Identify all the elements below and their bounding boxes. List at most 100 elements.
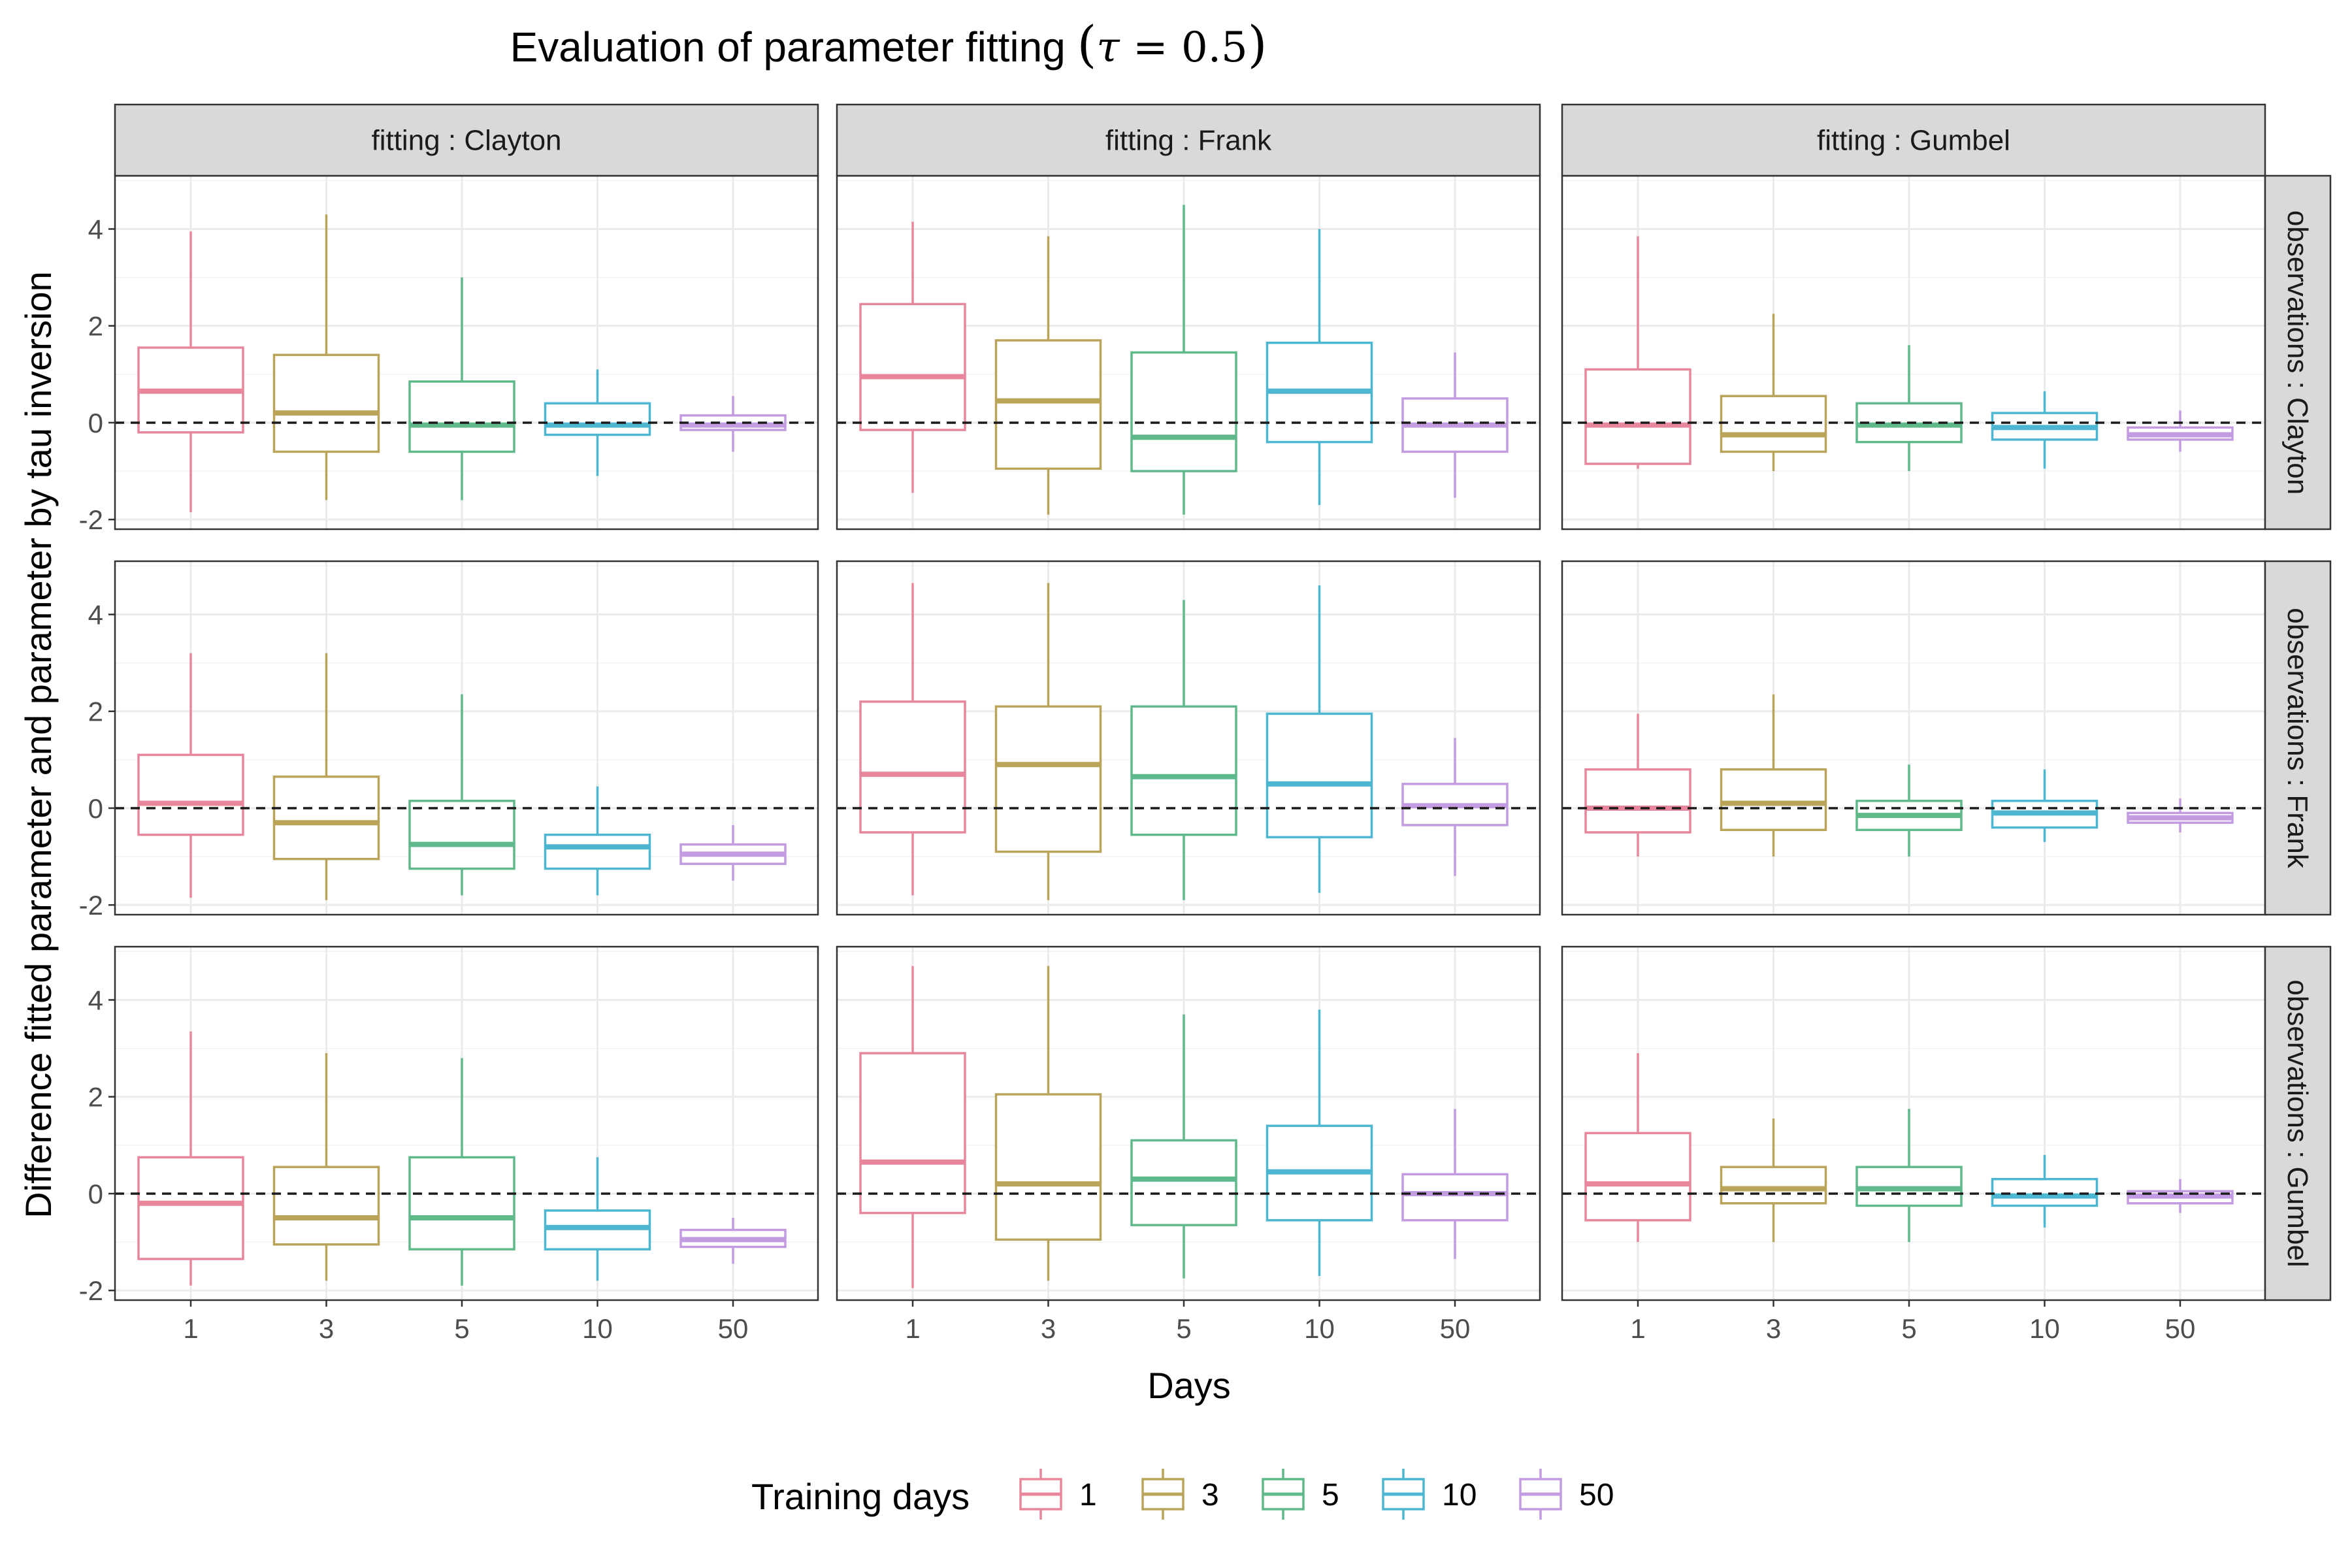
legend-label: 1 (1079, 1478, 1097, 1512)
legend-entry: 3 (1141, 1469, 1219, 1520)
box-iqr (408, 1156, 515, 1250)
box (1584, 1053, 1691, 1243)
x-axis-title: Days (1147, 1365, 1231, 1406)
box-iqr (1584, 368, 1691, 465)
box (859, 221, 966, 493)
box (994, 236, 1102, 515)
x-tick-label: 50 (718, 1313, 749, 1344)
facet-strips: fitting : Clayton fitting : Frank fitting … (114, 103, 2332, 1301)
box-iqr (408, 800, 515, 870)
box (679, 1218, 787, 1264)
box (994, 966, 1102, 1281)
column-strip-label: fitting : Clayton (371, 125, 561, 157)
title-tau: τ (1096, 24, 1120, 72)
box-iqr (859, 1052, 966, 1215)
column-strip (836, 103, 1541, 177)
box (859, 966, 966, 1288)
box-iqr (137, 1156, 244, 1260)
box (2127, 410, 2234, 452)
legend-title: Training days (751, 1476, 970, 1517)
y-tick-label: 2 (88, 696, 103, 727)
box (272, 653, 380, 900)
box-iqr (859, 302, 966, 431)
box-iqr (1720, 1166, 1827, 1205)
panel-background (1562, 561, 2265, 915)
x-tick-label: 3 (319, 1313, 334, 1344)
legend-entry: 5 (1262, 1469, 1339, 1520)
box-iqr (544, 402, 651, 436)
facet-panel (114, 560, 819, 916)
title-prefix: Evaluation of parameter fitting (510, 24, 1077, 71)
row-strip (2264, 945, 2332, 1301)
box-iqr (1991, 1177, 2099, 1207)
box-iqr (1266, 712, 1373, 839)
box-iqr (994, 1093, 1102, 1241)
box (272, 1053, 380, 1281)
box-iqr (1130, 705, 1237, 836)
box (1266, 229, 1373, 505)
legend-label: 50 (1579, 1478, 1614, 1512)
box (408, 694, 515, 896)
facet-panel (114, 174, 819, 531)
column-strip-label: fitting : Gumbel (1817, 125, 2010, 157)
facet-panel (1561, 945, 2266, 1301)
legend: Training days 1 3 5 10 50 (751, 1469, 1614, 1520)
box-iqr (544, 833, 651, 870)
panel-border (114, 945, 819, 1301)
box-iqr (1584, 768, 1691, 834)
box (2127, 798, 2234, 833)
column-strip-label: fitting : Frank (1105, 125, 1272, 157)
x-tick-label: 3 (1041, 1313, 1056, 1344)
title-paren-open: ( (1077, 15, 1097, 73)
box (137, 1031, 244, 1286)
box (1130, 1014, 1237, 1279)
box (1991, 769, 2099, 842)
box (1720, 694, 1827, 857)
box-iqr (272, 776, 380, 860)
box (544, 786, 651, 896)
y-tick-label: -2 (79, 1275, 103, 1306)
y-axis-title: Difference fitted parameter and paramete… (18, 271, 59, 1218)
box-iqr (859, 700, 966, 834)
box (679, 825, 787, 881)
row-strip (2264, 174, 2332, 531)
box-iqr (1720, 768, 1827, 832)
panel-border (836, 560, 1541, 916)
x-tick-label: 10 (2029, 1313, 2060, 1344)
panel-border (114, 560, 819, 916)
legend-entry: 10 (1382, 1469, 1477, 1520)
box (1401, 738, 1509, 876)
box-iqr (1130, 351, 1237, 472)
facet-panel (1561, 560, 2266, 916)
legend-entry: 50 (1519, 1469, 1614, 1520)
column-strip (1561, 103, 2266, 177)
title-eq: = 0.5 (1120, 24, 1248, 72)
box (1130, 600, 1237, 900)
box-iqr (1720, 395, 1827, 453)
x-tick-label: 1 (1630, 1313, 1645, 1344)
x-tick-label: 50 (1440, 1313, 1471, 1344)
x-tick-label: 5 (454, 1313, 469, 1344)
row-strip (2264, 560, 2332, 916)
x-tick-label: 10 (1304, 1313, 1335, 1344)
box-iqr (408, 380, 515, 453)
y-tick-label: 0 (88, 1179, 103, 1209)
x-tick-label: 10 (582, 1313, 613, 1344)
box (408, 277, 515, 500)
y-tick-label: 4 (88, 600, 103, 630)
panels-layer (114, 174, 2266, 1301)
box (994, 583, 1102, 900)
y-tick-label: 2 (88, 311, 103, 342)
x-tick-label: 5 (1901, 1313, 1916, 1344)
x-tick-label: 5 (1176, 1313, 1191, 1344)
column-strip (114, 103, 819, 177)
box (1720, 1119, 1827, 1243)
y-tick-label: 0 (88, 793, 103, 824)
box-iqr (994, 705, 1102, 853)
y-tick-label: 2 (88, 1082, 103, 1113)
box (1720, 314, 1827, 472)
title-paren-close: ) (1248, 15, 1267, 73)
facet-panel (836, 560, 1541, 916)
box-iqr (272, 353, 380, 453)
